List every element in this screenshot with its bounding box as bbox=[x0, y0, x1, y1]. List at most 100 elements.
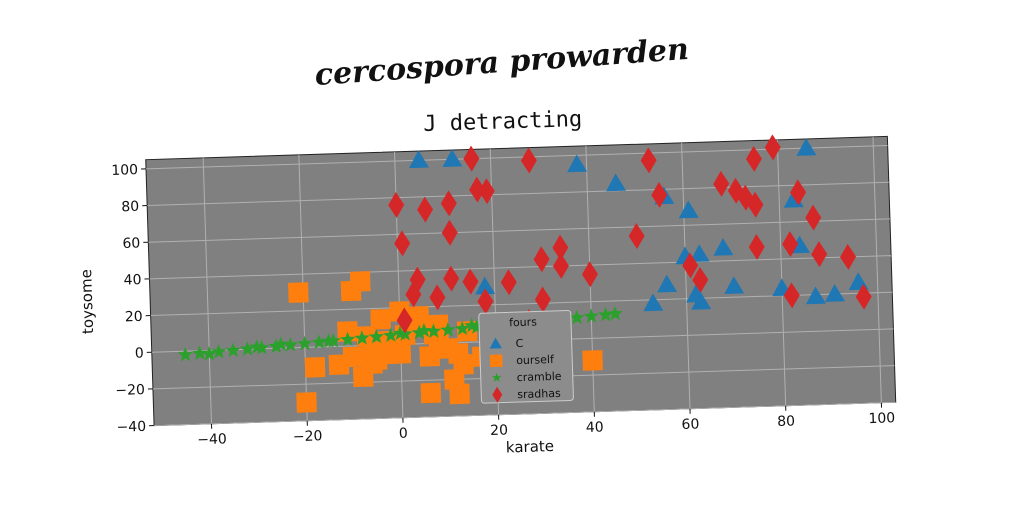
point-sradhas bbox=[628, 223, 645, 250]
point-C bbox=[805, 286, 826, 305]
point-sradhas bbox=[840, 243, 857, 270]
point-cramble bbox=[411, 324, 427, 340]
point-sradhas bbox=[429, 284, 446, 311]
point-sradhas bbox=[805, 204, 822, 231]
point-cramble bbox=[201, 346, 217, 361]
x-tick-label: −20 bbox=[293, 428, 323, 445]
point-cramble bbox=[177, 346, 193, 362]
point-ourself bbox=[304, 356, 326, 378]
x-tick-label: −40 bbox=[197, 431, 227, 448]
point-cramble bbox=[416, 322, 432, 338]
legend-label-sradhas: sradhas bbox=[517, 387, 561, 401]
y-tick-label: −20 bbox=[115, 382, 145, 399]
point-cramble bbox=[382, 327, 399, 343]
point-sradhas bbox=[469, 176, 486, 203]
point-cramble bbox=[583, 308, 599, 324]
point-sradhas bbox=[552, 234, 569, 261]
grid-line-y bbox=[154, 401, 896, 427]
point-cramble bbox=[464, 317, 480, 333]
point-C bbox=[691, 291, 712, 310]
grid-line-x bbox=[202, 157, 212, 424]
y-axis-label: toysome bbox=[77, 269, 97, 334]
point-C bbox=[408, 150, 429, 169]
point-ourself bbox=[370, 309, 391, 330]
legend-label-cramble: cramble bbox=[517, 370, 562, 384]
grid-line-y bbox=[145, 145, 888, 170]
point-sradhas bbox=[477, 288, 494, 315]
point-cramble bbox=[569, 309, 585, 325]
point-sradhas bbox=[463, 145, 480, 172]
point-cramble bbox=[392, 325, 408, 341]
point-sradhas bbox=[782, 231, 799, 258]
x-tick-label: 0 bbox=[399, 426, 408, 442]
point-sradhas bbox=[394, 230, 411, 257]
point-cramble bbox=[268, 338, 284, 354]
point-cramble bbox=[440, 322, 456, 337]
point-sradhas bbox=[478, 178, 495, 205]
point-cramble bbox=[297, 335, 313, 351]
point-sradhas bbox=[682, 252, 699, 279]
y-tick-label: 100 bbox=[111, 162, 138, 179]
point-sradhas bbox=[520, 147, 537, 174]
point-ourself bbox=[419, 346, 440, 367]
point-ourself bbox=[296, 392, 317, 413]
point-C bbox=[678, 200, 699, 219]
grid-line-x bbox=[776, 139, 787, 406]
legend-title: fours bbox=[509, 315, 537, 329]
point-C bbox=[796, 138, 817, 156]
y-tick-label: 0 bbox=[135, 345, 144, 361]
point-sradhas bbox=[748, 233, 765, 260]
point-sradhas bbox=[388, 192, 405, 219]
point-cramble bbox=[311, 334, 327, 349]
x-tick-label: 100 bbox=[868, 410, 895, 427]
point-ourself bbox=[420, 382, 442, 404]
point-sradhas bbox=[747, 191, 764, 218]
legend-marker-cramble bbox=[492, 372, 502, 382]
point-sradhas bbox=[405, 281, 422, 308]
point-sradhas bbox=[443, 265, 460, 292]
grid-line-x bbox=[681, 142, 691, 409]
point-C bbox=[713, 238, 734, 256]
grid-line-y bbox=[149, 255, 892, 280]
point-sradhas bbox=[764, 134, 781, 161]
point-sradhas bbox=[409, 266, 426, 293]
point-sradhas bbox=[581, 261, 598, 288]
plot-area: J detracting −40 −20 0 20 40 60 80 100 −40 −20 0 2… bbox=[77, 107, 897, 457]
point-cramble bbox=[340, 331, 356, 347]
point-sradhas bbox=[811, 241, 828, 268]
point-C bbox=[475, 276, 496, 295]
grid-line-y bbox=[148, 218, 890, 243]
grid-line-x bbox=[872, 136, 882, 403]
point-C bbox=[657, 274, 678, 293]
point-cramble bbox=[597, 307, 614, 322]
x-tick-label: 60 bbox=[681, 416, 699, 433]
point-C bbox=[689, 244, 710, 263]
legend-marker-ourself bbox=[489, 354, 503, 368]
point-sradhas bbox=[534, 286, 551, 313]
point-cramble bbox=[454, 320, 470, 336]
point-sradhas bbox=[783, 282, 800, 309]
point-cramble bbox=[273, 336, 289, 352]
grid-line-y bbox=[147, 181, 889, 207]
point-C bbox=[643, 293, 664, 312]
point-cramble bbox=[607, 305, 623, 321]
legend-marker-sradhas bbox=[492, 386, 503, 403]
point-cramble bbox=[368, 328, 384, 344]
point-C bbox=[606, 173, 627, 192]
point-cramble bbox=[249, 339, 265, 354]
series-sradhas bbox=[388, 134, 872, 335]
point-sradhas bbox=[500, 269, 517, 296]
point-sradhas bbox=[396, 307, 413, 334]
point-ourself bbox=[582, 350, 603, 371]
x-tick-label: 40 bbox=[586, 419, 604, 436]
point-ourself bbox=[449, 383, 470, 405]
legend-marker-C bbox=[489, 337, 503, 349]
point-cramble bbox=[211, 343, 227, 359]
y-axis: −40 −20 0 20 40 60 80 100 bbox=[111, 162, 155, 436]
point-C bbox=[724, 276, 745, 295]
point-cramble bbox=[254, 339, 270, 355]
point-cramble bbox=[354, 330, 370, 345]
point-sradhas bbox=[417, 196, 434, 223]
y-tick-label: 60 bbox=[122, 235, 140, 252]
